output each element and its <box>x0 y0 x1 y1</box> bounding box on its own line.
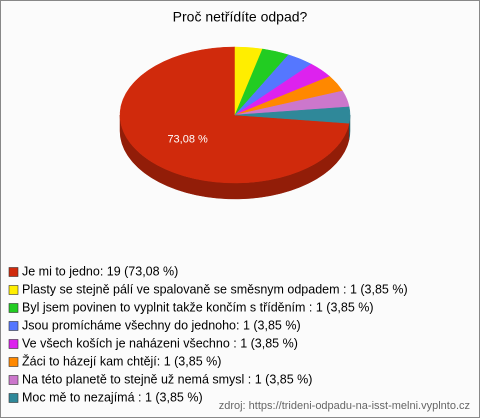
legend-label: Je mi to jedno: 19 (73,08 %) <box>22 264 178 278</box>
legend-label: Ve všech koších je naházeni všechno : 1 … <box>22 336 298 350</box>
legend-label: Jsou promícháme všechny do jednoho: 1 (3… <box>22 318 301 332</box>
legend-label: Moc mě to nezajímá : 1 (3,85 %) <box>22 390 203 404</box>
chart-title: Proč netřídíte odpad? <box>173 9 308 25</box>
legend-label: Plasty se stejně pálí ve spalovaně se sm… <box>22 282 408 296</box>
legend-swatch <box>8 375 19 385</box>
slice <box>234 106 351 124</box>
legend-swatch <box>8 303 19 313</box>
legend-swatch <box>8 267 19 277</box>
source: zdroj: https://trideni-odpadu-na-isst-me… <box>219 400 470 412</box>
legend-swatch <box>8 357 19 367</box>
legend-swatch <box>8 321 19 331</box>
slice <box>119 46 350 184</box>
legend-swatch <box>8 393 19 403</box>
legend-swatch <box>8 285 19 295</box>
legend-swatch <box>8 339 19 349</box>
data-label: 73,08 % <box>167 134 208 146</box>
legend-label: Žáci to házejí kam chtějí: 1 (3,85 %) <box>22 353 221 368</box>
legend-label: Na této planetě to stejně už nemá smysl … <box>22 372 312 386</box>
legend-label: Byl jsem povinen to vyplnit takže končím… <box>22 300 374 314</box>
